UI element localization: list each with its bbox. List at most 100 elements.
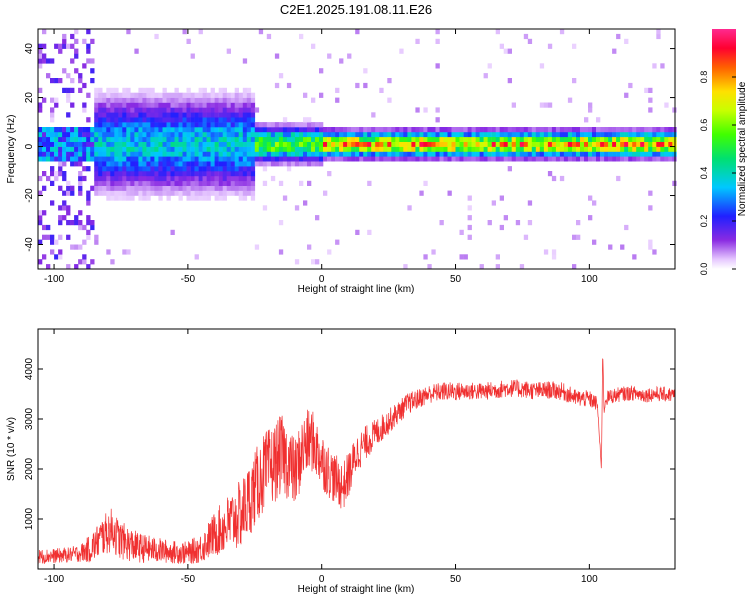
heatmap-cell xyxy=(122,161,127,167)
heatmap-cell xyxy=(431,156,436,162)
heatmap-cell xyxy=(122,107,127,113)
heatmap-cell xyxy=(78,244,83,250)
heatmap-cell xyxy=(162,87,167,93)
heatmap-cell xyxy=(584,141,589,147)
heatmap-cell xyxy=(138,156,143,162)
heatmap-cell xyxy=(282,146,288,152)
heatmap-cell xyxy=(210,185,215,191)
colorbar-tick-label: 0.6 xyxy=(699,119,709,132)
heatmap-cell xyxy=(572,151,577,157)
heatmap-cell xyxy=(98,127,103,133)
heatmap-cell xyxy=(82,82,87,89)
heatmap-cell xyxy=(262,131,268,138)
heatmap-cell xyxy=(154,190,159,196)
heatmap-cell xyxy=(38,107,43,113)
heatmap-cell xyxy=(242,151,248,157)
heatmap-cell xyxy=(648,156,653,162)
heatmap-cell xyxy=(182,156,187,162)
heatmap-cell xyxy=(118,161,123,167)
heatmap-cell xyxy=(62,200,67,206)
heatmap-cell xyxy=(182,166,187,172)
heatmap-cell xyxy=(620,136,625,142)
heatmap-cell xyxy=(483,151,488,157)
heatmap-cell xyxy=(363,141,368,147)
heatmap-cell xyxy=(78,151,83,157)
heatmap-cell xyxy=(443,146,448,152)
heatmap-cell xyxy=(130,112,135,118)
heatmap-cell xyxy=(278,136,284,142)
heatmap-cell xyxy=(307,122,312,128)
heatmap-cell xyxy=(563,141,569,147)
heatmap-cell xyxy=(126,97,131,103)
heatmap-cell xyxy=(411,151,416,157)
heatmap-cell xyxy=(254,127,260,133)
heatmap-cell xyxy=(138,97,143,103)
heatmap-cell xyxy=(527,156,533,162)
heatmap-cell xyxy=(294,127,300,133)
heatmap-cell xyxy=(335,151,340,157)
heatmap-cell xyxy=(266,122,272,128)
heatmap-cell xyxy=(150,122,155,128)
heatmap-cell xyxy=(230,117,235,123)
heatmap-cell xyxy=(170,161,175,167)
heatmap-cell xyxy=(351,146,356,152)
heatmap-cell xyxy=(186,38,191,44)
heatmap-cell xyxy=(331,141,336,147)
heatmap-cell xyxy=(114,175,119,182)
heatmap-cell xyxy=(315,122,320,128)
heatmap-cell xyxy=(270,146,276,152)
heatmap-cell xyxy=(427,146,432,152)
heatmap-cell xyxy=(242,117,248,123)
heatmap-cell xyxy=(648,97,653,103)
heatmap-cell xyxy=(202,131,207,138)
heatmap-cell xyxy=(311,141,316,147)
heatmap-cell xyxy=(158,141,163,147)
heatmap-cell xyxy=(90,146,95,152)
heatmap-cell xyxy=(134,151,139,157)
heatmap-cell xyxy=(182,151,187,157)
heatmap-cell xyxy=(106,102,111,108)
heatmap-cell xyxy=(258,29,264,35)
heatmap-cell xyxy=(126,195,131,201)
heatmap-cell xyxy=(110,161,115,167)
heatmap-cell xyxy=(218,112,223,118)
heatmap-cell xyxy=(463,254,468,260)
heatmap-cell xyxy=(282,136,288,142)
heatmap-cell xyxy=(351,141,356,147)
heatmap-cell xyxy=(294,136,300,142)
heatmap-cell xyxy=(94,87,99,93)
heatmap-cell xyxy=(282,131,288,138)
heatmap-cell xyxy=(303,136,308,142)
heatmap-cell xyxy=(54,131,59,138)
heatmap-cell xyxy=(214,127,219,133)
heatmap-cell xyxy=(351,151,356,157)
heatmap-cell xyxy=(194,190,199,196)
heatmap-cell xyxy=(531,156,537,162)
heatmap-cell xyxy=(278,161,284,167)
heatmap-cell xyxy=(335,156,340,162)
heatmap-cell xyxy=(319,136,324,142)
x-tick-label: 50 xyxy=(450,574,462,585)
heatmap-cell xyxy=(387,78,392,84)
heatmap-cell xyxy=(150,180,155,186)
heatmap-cell xyxy=(222,117,227,123)
heatmap-cell xyxy=(42,234,47,240)
heatmap-cell xyxy=(58,185,63,191)
heatmap-cell xyxy=(146,131,151,138)
heatmap-cell xyxy=(576,131,581,138)
heatmap-cell xyxy=(592,239,597,245)
heatmap-cell xyxy=(122,117,127,123)
heatmap-cell xyxy=(315,161,320,167)
heatmap-cell xyxy=(238,92,243,98)
heatmap-cell xyxy=(282,156,288,162)
heatmap-cell xyxy=(431,146,436,152)
heatmap-cell xyxy=(311,259,316,265)
heatmap-cell xyxy=(303,146,308,152)
heatmap-cell xyxy=(50,156,55,162)
heatmap-cell xyxy=(54,175,59,182)
heatmap-cell xyxy=(158,122,163,128)
heatmap-cell xyxy=(170,122,175,128)
heatmap-cell xyxy=(499,136,504,142)
heatmap-cell xyxy=(315,141,320,147)
heatmap-cell xyxy=(303,161,308,167)
